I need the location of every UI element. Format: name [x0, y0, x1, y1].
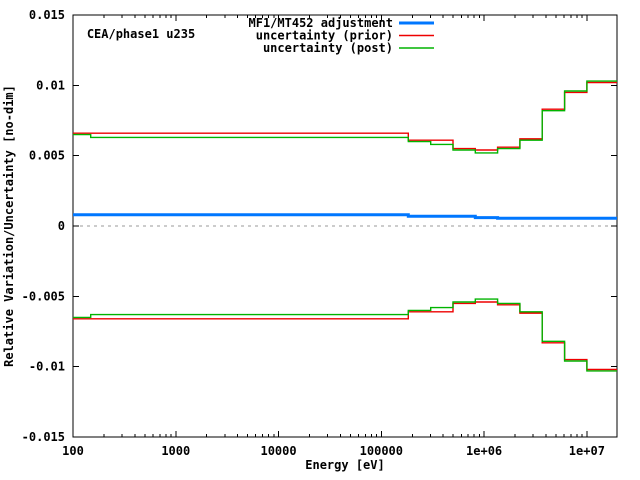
x-tick-label: 100 [62, 444, 84, 458]
y-tick-label: 0.015 [29, 8, 65, 22]
y-tick-label: -0.015 [22, 430, 65, 444]
y-tick-label: 0.005 [29, 149, 65, 163]
y-tick-label: 0 [58, 219, 65, 233]
y-tick-label: 0.01 [36, 78, 65, 92]
series-adjustment-line [73, 213, 617, 220]
x-tick-label: 1000 [161, 444, 190, 458]
y-tick-label: -0.01 [29, 360, 65, 374]
chart-title: CEA/phase1 u235 [87, 27, 195, 41]
x-tick-label: 100000 [360, 444, 403, 458]
y-axis-ticks [73, 14, 617, 438]
x-axis-ticks [72, 15, 588, 437]
legend-entry-label: MF1/MT452 adjustment [249, 16, 394, 30]
x-tick-label: 1e+07 [569, 444, 605, 458]
legend-entry-label: uncertainty (post) [263, 41, 393, 55]
legend-entry-label: uncertainty (prior) [256, 29, 393, 43]
x-axis-label: Energy [eV] [305, 458, 384, 472]
y-tick-label: -0.005 [22, 289, 65, 303]
series-post-upper-line [73, 80, 617, 154]
series-post-lower-line [73, 298, 617, 372]
x-tick-label: 10000 [260, 444, 296, 458]
x-tick-label: 1e+06 [466, 444, 502, 458]
y-axis-label: Relative Variation/Uncertainty [no-dim] [2, 85, 16, 367]
